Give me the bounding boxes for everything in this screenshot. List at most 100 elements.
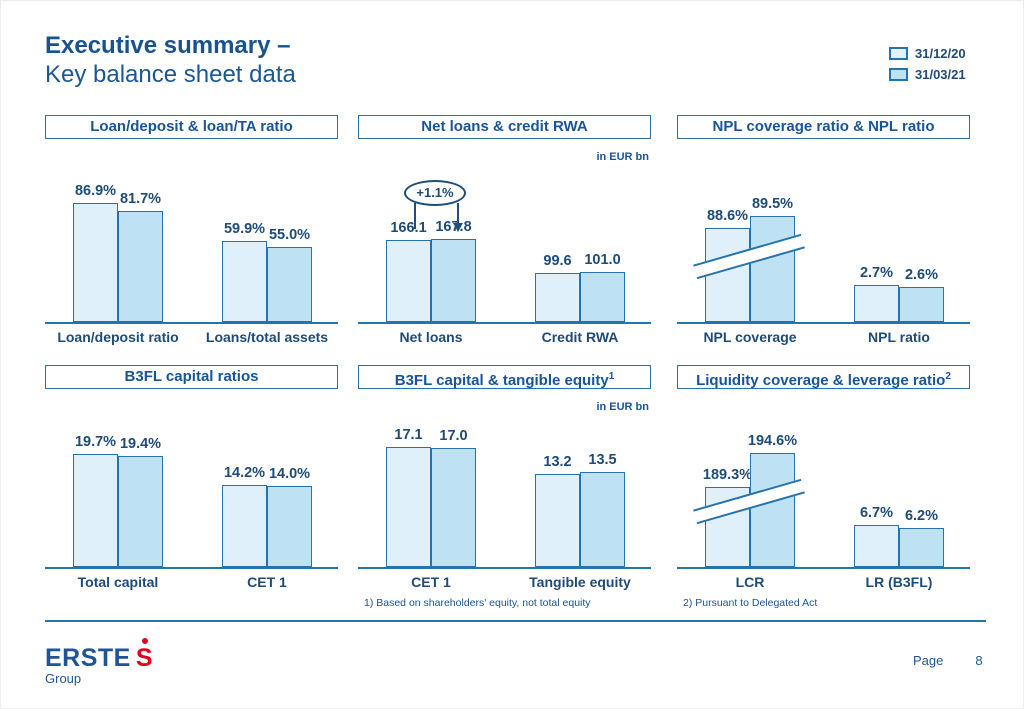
bar-category-label: CET 1 [247,574,287,590]
bar-value-label: 2.7% [859,265,894,281]
bar [750,453,795,567]
chart-footnote: 2) Pursuant to Delegated Act [683,597,818,609]
chart-title-superscript: 2 [945,371,951,382]
bar-category-label: NPL ratio [868,329,930,345]
bar-value-label: 2.6% [904,267,939,283]
bar-category-label: NPL coverage [703,329,797,345]
bar [580,272,625,322]
bar [118,211,163,322]
bar [222,485,267,567]
bar-value-label: 189.3% [702,467,753,483]
bar-value-label: 55.0% [268,227,311,243]
bar-value-label: 19.7% [74,434,117,450]
bar [386,447,431,567]
bar [73,454,118,567]
legend-swatch-dec20 [889,47,908,60]
chart-title-superscript: 1 [608,371,615,382]
bar [580,472,625,567]
bar [899,287,944,322]
page-title-line2: Key balance sheet data [45,61,296,89]
bar [535,273,580,322]
bar [899,528,944,567]
bar-category-label: Credit RWA [541,329,619,345]
bar [705,228,750,322]
bar [854,525,899,567]
chart-panel-title: B3FL capital ratios [45,365,338,389]
bar-value-label: 194.6% [747,433,798,449]
bar [267,247,312,322]
bar-value-label: 17.0 [439,428,468,444]
legend-item-dec20: 31/12/20 [889,43,966,64]
chart-unit-label: in EUR bn [596,401,649,413]
legend-label-mar21: 31/03/21 [915,67,966,82]
annotation-line [414,203,416,229]
bar [267,486,312,567]
annotation-ellipse: +1.1% [404,180,466,206]
bar-category-label: CET 1 [411,574,451,590]
chart-panel: NPL coverage ratio & NPL ratio 88.6% 89.5%… [677,115,970,361]
bar-category-label: Net loans [399,329,463,345]
legend-label-dec20: 31/12/20 [915,46,966,61]
bar-category-label: Loan/deposit ratio [57,329,179,345]
bar-category-label: Total capital [77,574,159,590]
page-title: Executive summary – Key balance sheet da… [45,31,296,90]
chart-panel: Loan/deposit & loan/TA ratio 86.9% 81.7% Lo… [45,115,338,361]
bar-value-label: 89.5% [751,196,794,212]
bar [222,241,267,322]
bar-value-label: 13.2 [543,454,572,470]
page-title-line1: Executive summary – [45,32,291,59]
page-number-value: 8 [975,653,983,668]
legend: 31/12/20 31/03/21 [889,43,966,85]
bar [118,456,163,567]
bar [535,474,580,567]
bar [431,239,476,322]
bar-value-label: 6.7% [859,505,894,521]
bar [750,216,795,322]
legend-item-mar21: 31/03/21 [889,64,966,85]
annotation-arrow-line [457,203,459,224]
chart-unit-label: in EUR bn [596,151,649,163]
chart-panel-title: NPL coverage ratio & NPL ratio [677,115,970,139]
page-number: Page 8 [913,653,983,668]
bar-category-label: LR (B3FL) [865,574,933,590]
bar [854,285,899,322]
chart-panel-title: Net loans & credit RWA [358,115,651,139]
sparkasse-s-icon: S [135,638,153,672]
bar-value-label: 13.5 [588,452,617,468]
erste-logo-text: ERSTE [45,644,131,672]
erste-logo-sub: Group [45,671,82,686]
bar [386,240,431,322]
footer-divider [45,620,986,622]
bar-value-label: 19.4% [119,436,162,452]
bar-category-label: Tangible equity [529,574,631,590]
bar-category-label: Loans/total assets [205,329,329,345]
bar-value-label: 99.6 [543,253,572,269]
erste-group-logo: ERSTE S Group [45,638,153,686]
chart-x-axis [45,567,338,569]
chart-x-axis [677,322,970,324]
bar-value-label: 14.0% [268,466,311,482]
chart-footnote: 1) Based on shareholders' equity, not to… [364,597,591,609]
bar-value-label: 14.2% [223,465,266,481]
bar [73,203,118,322]
chart-panel-title: B3FL capital & tangible equity1 [358,365,651,389]
bar-value-label: 86.9% [74,183,117,199]
chart-panel: B3FL capital ratios 19.7% 19.4% Total capit… [45,365,338,611]
chart-x-axis [45,322,338,324]
chart-panel-title: Loan/deposit & loan/TA ratio [45,115,338,139]
chart-x-axis [358,322,651,324]
chart-panel: Liquidity coverage & leverage ratio2 189.… [677,365,970,611]
chart-x-axis [358,567,651,569]
bar-category-label: LCR [735,574,765,590]
chart-panel: B3FL capital & tangible equity1 in EUR bn… [358,365,651,611]
chart-panel: Net loans & credit RWA in EUR bn 166.1 167.… [358,115,651,361]
bar-value-label: 81.7% [119,191,162,207]
legend-swatch-mar21 [889,68,908,81]
bar-value-label: 6.2% [904,508,939,524]
bar-value-label: 59.9% [223,221,266,237]
bar [431,448,476,567]
bar-value-label: 166.1 [390,220,427,236]
bar-value-label: 88.6% [706,208,749,224]
chart-x-axis [677,567,970,569]
